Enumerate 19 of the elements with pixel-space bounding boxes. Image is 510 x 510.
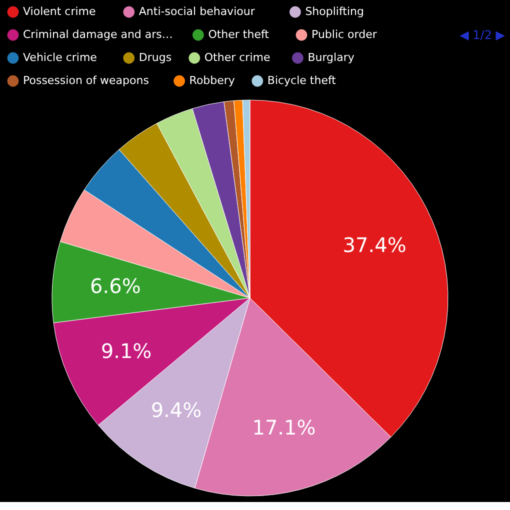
data-label: 9.1%: [100, 339, 152, 364]
data-label: 37.4%: [342, 232, 406, 257]
legend-label: Violent crime: [23, 5, 96, 18]
text: ◀ 1/2 ▶: [460, 28, 506, 42]
legend-label: Vehicle crime: [23, 51, 98, 64]
legend-label: Burglary: [308, 51, 355, 64]
data-label: 17.1%: [252, 416, 316, 440]
legend-label: Public order: [312, 28, 378, 41]
legend-label: Other theft: [208, 28, 270, 41]
legend-label: Possession of weapons: [23, 74, 150, 87]
data-label: 6.6%: [90, 274, 141, 298]
legend-label: Drugs: [138, 51, 172, 64]
legend-label: Anti-social behaviour: [138, 5, 256, 18]
legend-label: Bicycle theft: [267, 74, 337, 87]
legend-label: Other crime: [204, 51, 270, 64]
legend-label: Robbery: [189, 74, 236, 87]
data-label: 9.4%: [150, 398, 202, 422]
legend-label: Shoplifting: [305, 5, 364, 18]
legend-label: Criminal damage and ars…: [23, 28, 173, 41]
